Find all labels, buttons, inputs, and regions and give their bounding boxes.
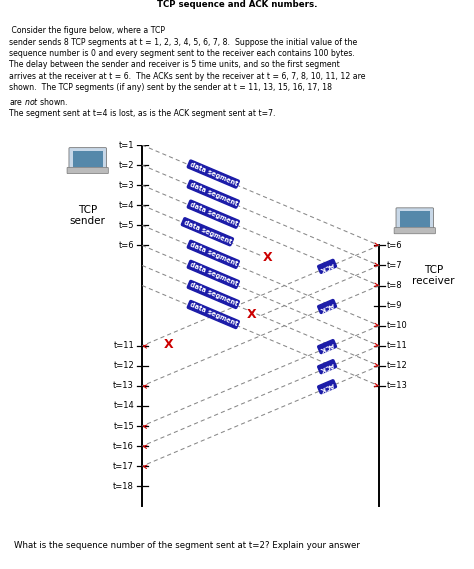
Text: t=4: t=4: [118, 201, 134, 210]
Text: t=9: t=9: [387, 301, 403, 310]
Text: t=12: t=12: [387, 361, 408, 370]
Text: data segment: data segment: [189, 201, 238, 227]
Text: ACK: ACK: [319, 361, 335, 372]
Text: data segment: data segment: [189, 262, 238, 287]
Text: X: X: [263, 251, 273, 264]
Text: TCP
receiver: TCP receiver: [412, 265, 455, 286]
Text: t=16: t=16: [113, 442, 134, 451]
Text: t=11: t=11: [387, 341, 408, 351]
Text: t=17: t=17: [113, 461, 134, 471]
Text: t=13: t=13: [387, 381, 408, 390]
Text: data segment: data segment: [189, 282, 238, 307]
Text: X: X: [164, 339, 173, 352]
Text: t=14: t=14: [113, 402, 134, 410]
Text: data segment: data segment: [189, 302, 238, 327]
Text: ACK: ACK: [319, 341, 335, 352]
Text: t=1: t=1: [118, 141, 134, 150]
Text: Consider the figure below, where a TCP
sender sends 8 TCP segments at t = 1, 2, : Consider the figure below, where a TCP s…: [9, 26, 366, 118]
Text: ACK: ACK: [319, 381, 335, 393]
Text: t=8: t=8: [387, 281, 403, 290]
Text: t=6: t=6: [387, 241, 403, 250]
Text: t=10: t=10: [387, 321, 408, 330]
Text: TCP sequence and ACK numbers.: TCP sequence and ACK numbers.: [157, 0, 317, 9]
FancyBboxPatch shape: [396, 208, 433, 230]
Text: ACK: ACK: [319, 261, 335, 272]
Text: TCP
sender: TCP sender: [70, 204, 106, 226]
Text: t=13: t=13: [113, 381, 134, 390]
FancyBboxPatch shape: [400, 211, 429, 227]
Text: X: X: [246, 308, 256, 321]
Text: data segment: data segment: [182, 219, 232, 245]
Text: ACK: ACK: [319, 301, 335, 312]
Text: t=2: t=2: [118, 160, 134, 170]
Text: t=3: t=3: [118, 181, 134, 189]
Text: t=11: t=11: [113, 341, 134, 351]
Text: t=12: t=12: [113, 361, 134, 370]
Text: t=7: t=7: [387, 261, 403, 270]
FancyBboxPatch shape: [73, 151, 102, 167]
Text: data segment: data segment: [189, 242, 238, 267]
FancyBboxPatch shape: [394, 228, 435, 234]
FancyBboxPatch shape: [67, 167, 108, 174]
Text: t=5: t=5: [118, 221, 134, 230]
Text: data segment: data segment: [189, 182, 238, 207]
Text: t=6: t=6: [118, 241, 134, 250]
Text: data segment: data segment: [189, 161, 238, 187]
Text: t=15: t=15: [113, 422, 134, 431]
FancyBboxPatch shape: [69, 147, 106, 170]
Text: t=18: t=18: [113, 482, 134, 490]
Text: What is the sequence number of the segment sent at t=2? Explain your answer: What is the sequence number of the segme…: [14, 541, 360, 550]
